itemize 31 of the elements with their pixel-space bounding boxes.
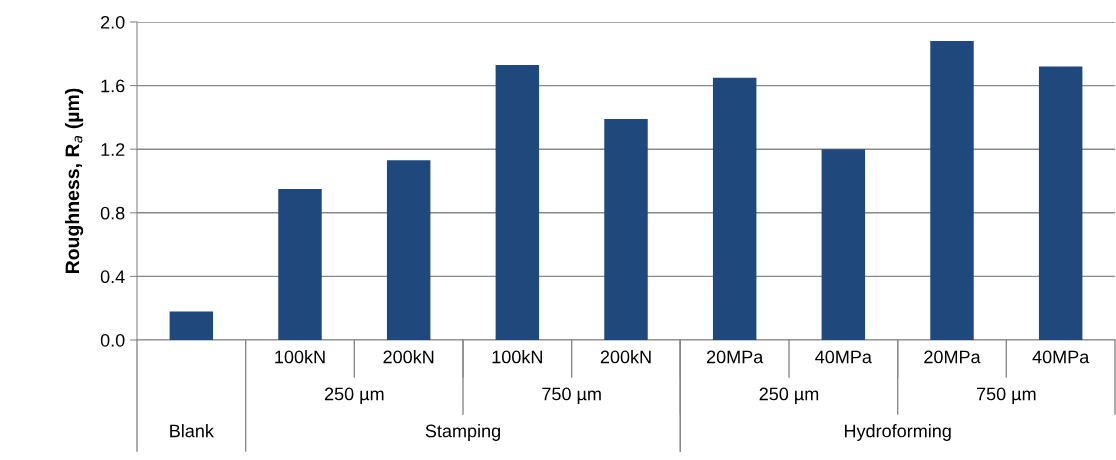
x-tick-label: 100kN xyxy=(492,350,542,364)
y-tick-label: 0.0 xyxy=(100,333,125,347)
x-tick-label: 200kN xyxy=(383,350,434,364)
x-tick-label: 40MPa xyxy=(815,350,872,364)
text: 750 µm xyxy=(976,387,1036,404)
x-tick-label: 100kN xyxy=(275,350,325,364)
bar xyxy=(1038,66,1083,340)
bar xyxy=(169,311,214,340)
text: 750 µm xyxy=(542,387,601,404)
bar xyxy=(386,160,431,340)
y-axis-title: Roughness, R$_{a}$ (µm) xyxy=(64,88,84,274)
x-tick-label: 40MPa xyxy=(1032,350,1090,364)
bar xyxy=(278,188,322,340)
text: Blank xyxy=(170,424,214,438)
y-tick-label: 1.2 xyxy=(101,143,125,156)
text: 250 µm xyxy=(759,387,819,404)
text: 250 µm xyxy=(324,387,384,404)
bar xyxy=(930,41,974,340)
x-tick-label: 20MPa xyxy=(924,350,981,364)
x-tick-label: 20MPa xyxy=(706,350,764,364)
y-tick-label: 1.6 xyxy=(101,79,125,93)
y-tick-label: 0.4 xyxy=(100,270,125,284)
bar xyxy=(604,118,648,340)
bar xyxy=(495,64,540,340)
bar xyxy=(821,149,866,340)
x-tick-label: 200kN xyxy=(600,350,651,364)
bar xyxy=(712,77,757,340)
y-tick-label: 0.8 xyxy=(100,206,125,220)
y-tick-label: 2.0 xyxy=(101,15,125,29)
text: Hydroforming xyxy=(844,424,951,441)
text: Stamping xyxy=(425,424,500,441)
